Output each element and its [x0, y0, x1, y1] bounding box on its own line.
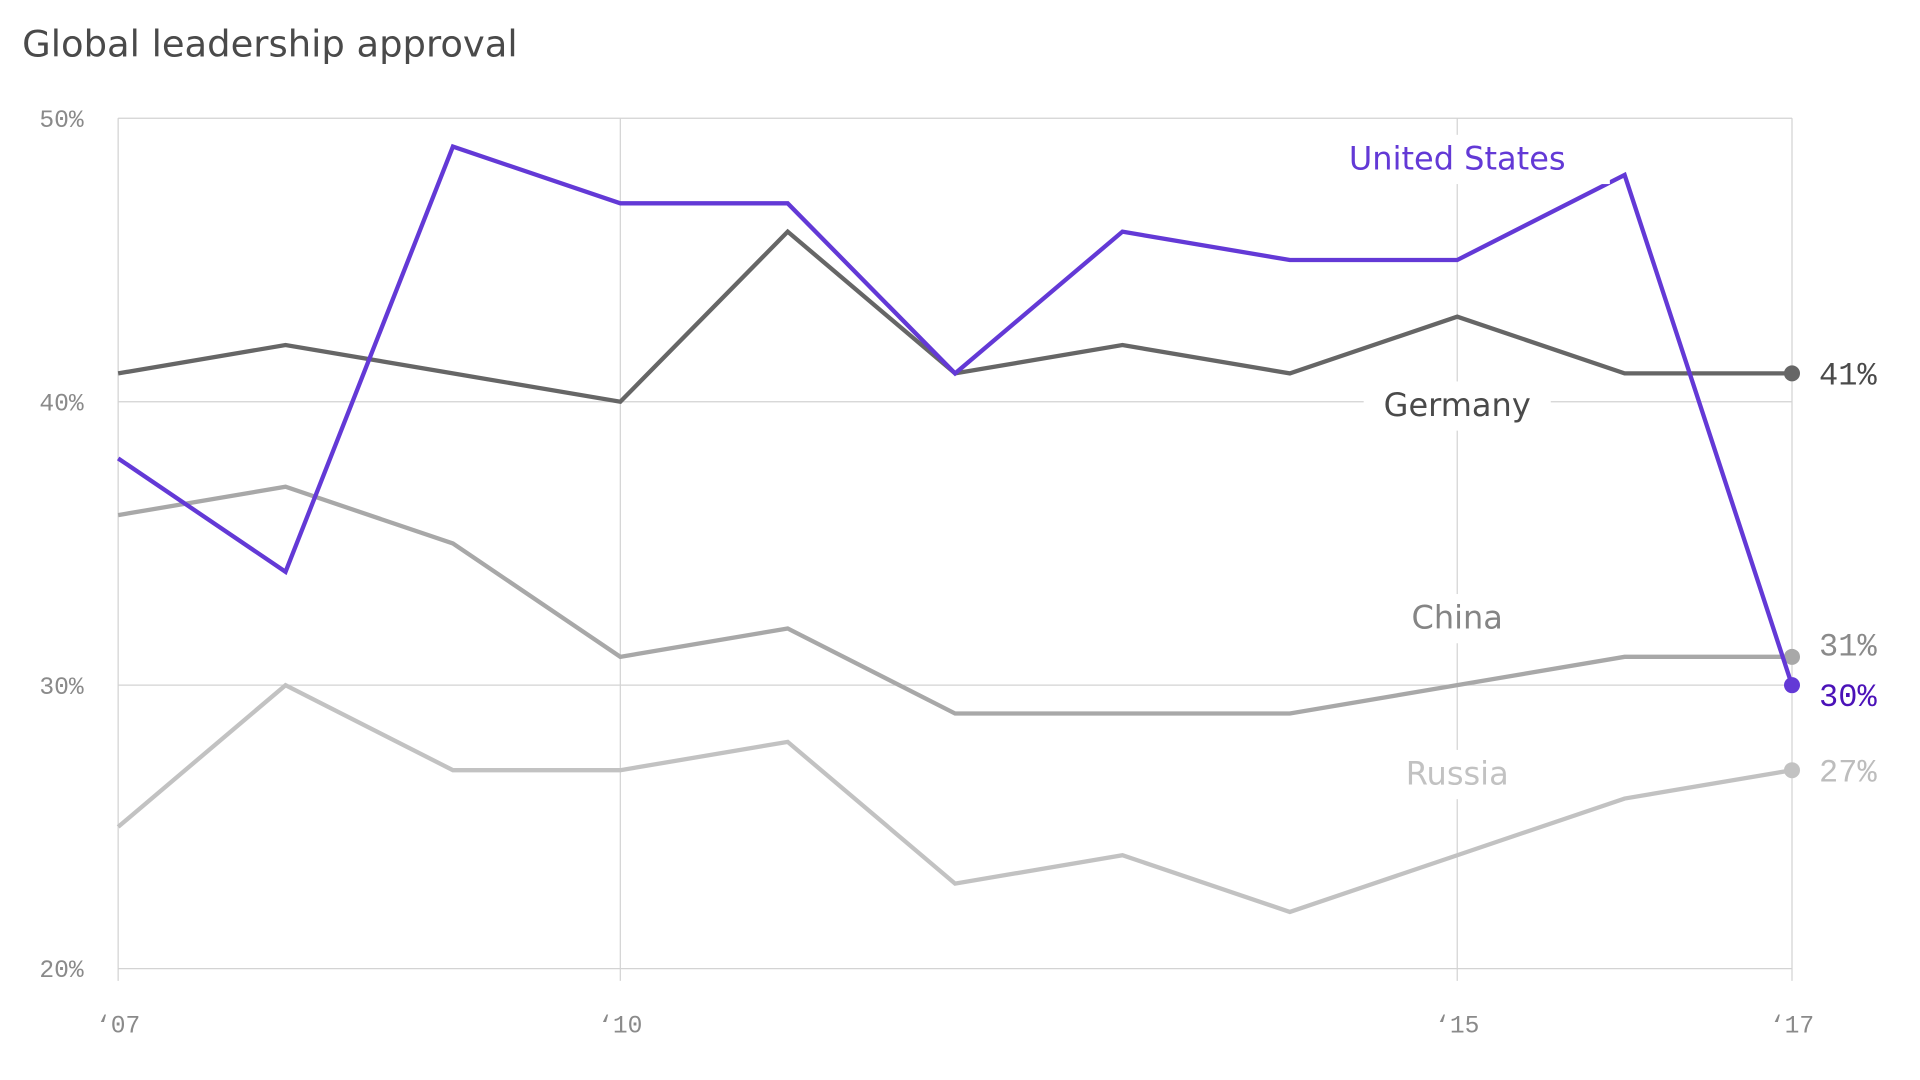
end-value-label: 31%: [1819, 629, 1877, 666]
grid: 50% 40% 30% 20% ‘07 ‘10 ‘15 ‘17: [39, 108, 1814, 1041]
labels: 27% Russia 31% China 41% Germany 30% United Sta…: [1304, 134, 1877, 800]
end-point-marker: [1784, 365, 1800, 382]
end-point-marker: [1784, 648, 1800, 665]
label-background: [1363, 381, 1551, 431]
series-name-label: Russia: [1406, 754, 1509, 792]
y-tick-label: 40%: [39, 391, 84, 418]
series-name-label: China: [1412, 598, 1503, 636]
end-value-label: 27%: [1819, 754, 1877, 791]
x-tick-label: ‘15: [1435, 1014, 1479, 1041]
x-tick-label: ‘10: [598, 1014, 642, 1041]
y-tick-label: 20%: [39, 958, 84, 985]
y-tick-label: 30%: [39, 675, 84, 702]
label-background: [1304, 134, 1610, 185]
series-name-label: United States: [1349, 139, 1566, 177]
x-tick-label: ‘07: [96, 1014, 140, 1041]
series-line-russia: [116, 682, 1793, 915]
label-background: [1373, 749, 1541, 800]
y-tick-label: 50%: [39, 108, 84, 135]
label-background: [1383, 594, 1532, 644]
end-value-label: 30%: [1819, 679, 1877, 716]
end-point-marker: [1784, 677, 1800, 694]
series-lines: [116, 143, 1800, 915]
series-name-label: Germany: [1384, 386, 1531, 424]
chart-title: Global leadership approval: [22, 23, 518, 66]
end-value-label: 41%: [1819, 357, 1877, 394]
end-point-marker: [1784, 762, 1800, 779]
x-tick-label: ‘17: [1770, 1014, 1814, 1041]
series-line-china: [117, 484, 1792, 716]
series-line-united-states: [116, 143, 1795, 686]
series-line-germany: [117, 228, 1792, 405]
